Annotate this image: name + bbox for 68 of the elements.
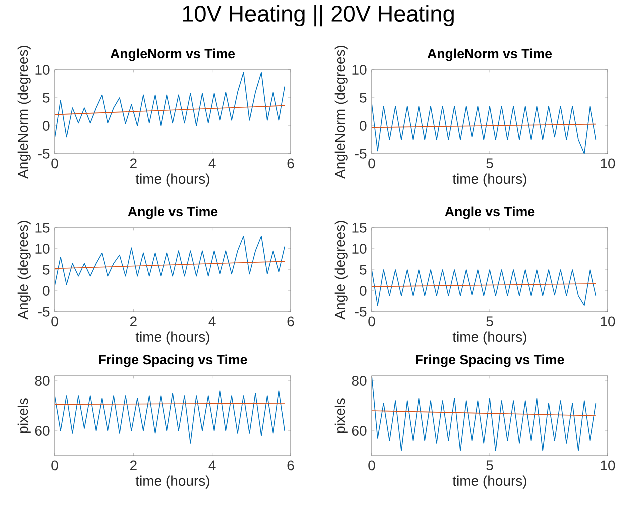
y-tick-label: 5 [360, 93, 367, 103]
y-tick-label: -5 [355, 307, 367, 317]
y-axis-title: AngleNorm (degrees) [18, 46, 31, 179]
y-tick-label: 15 [352, 223, 367, 233]
x-tick-label: 10 [601, 158, 616, 169]
y-tick-label: 60 [352, 426, 367, 436]
y-tick-label: 60 [35, 426, 50, 436]
x-tick-label: 5 [486, 460, 494, 470]
x-tick-label: 10 [601, 460, 616, 471]
y-tick-label: 5 [43, 265, 50, 275]
x-tick-label: 10 [601, 316, 616, 327]
x-axis-title: time (hours) [136, 332, 210, 345]
chart-title: AngleNorm vs Time [110, 48, 236, 62]
line-series [372, 103, 597, 154]
x-axis-title: time (hours) [136, 174, 210, 187]
x-tick-label: 0 [368, 460, 376, 471]
x-tick-label: 4 [208, 460, 216, 470]
x-tick-label: 5 [486, 158, 494, 168]
x-tick-label: 4 [208, 158, 216, 168]
y-tick-label: -5 [355, 149, 367, 159]
line-series [55, 72, 286, 139]
line-series [55, 390, 286, 444]
x-tick-label: 2 [130, 316, 137, 326]
y-tick-label: 0 [43, 121, 50, 131]
y-axis-title: Angle (degrees) [334, 221, 348, 320]
x-tick-label: 0 [52, 316, 58, 327]
x-tick-label: 0 [368, 316, 376, 327]
y-tick-label: 0 [43, 286, 50, 296]
x-axis-title: time (hours) [452, 476, 526, 489]
line-series [372, 376, 597, 452]
y-tick-label: 5 [360, 265, 367, 275]
chart-title: Angle vs Time [128, 206, 218, 220]
y-axis-title: Angle (degrees) [18, 221, 31, 320]
y-axis-title: pixels [334, 398, 348, 433]
y-tick-label: 10 [352, 65, 367, 75]
chart-title: Fringe Spacing vs Time [99, 354, 248, 368]
x-tick-label: 0 [52, 460, 58, 471]
x-tick-label: 5 [486, 316, 494, 326]
x-tick-label: 2 [130, 158, 137, 168]
y-tick-label: 0 [360, 121, 367, 131]
chart-title: Fringe Spacing vs Time [416, 354, 564, 368]
x-axis-title: time (hours) [452, 174, 526, 187]
x-tick-label: 6 [288, 460, 294, 471]
y-axis-title: pixels [18, 398, 31, 433]
y-tick-label: 10 [352, 244, 367, 254]
y-tick-label: 80 [35, 376, 50, 386]
line-series [55, 236, 286, 286]
x-tick-label: 6 [288, 316, 294, 327]
x-tick-label: 0 [368, 158, 376, 169]
chart-title: Angle vs Time [445, 206, 535, 220]
line-series [372, 270, 597, 306]
x-tick-label: 4 [208, 316, 216, 326]
x-tick-label: 6 [288, 158, 294, 169]
y-axis-title: AngleNorm (degrees) [334, 46, 348, 179]
y-tick-label: 5 [43, 93, 50, 103]
x-tick-label: 0 [52, 158, 58, 169]
y-tick-label: 0 [360, 286, 367, 296]
x-tick-label: 2 [130, 460, 137, 470]
y-tick-label: -5 [38, 307, 50, 317]
x-axis-title: time (hours) [452, 332, 526, 345]
y-tick-label: 10 [36, 244, 50, 254]
y-tick-label: 80 [352, 376, 367, 386]
y-tick-label: 15 [36, 223, 50, 233]
y-tick-label: 10 [36, 65, 50, 75]
x-axis-title: time (hours) [136, 476, 210, 489]
text: 10V Heating || 20V Heating [183, 5, 454, 27]
chart-title: AngleNorm vs Time [428, 48, 552, 62]
y-tick-label: -5 [38, 149, 50, 159]
